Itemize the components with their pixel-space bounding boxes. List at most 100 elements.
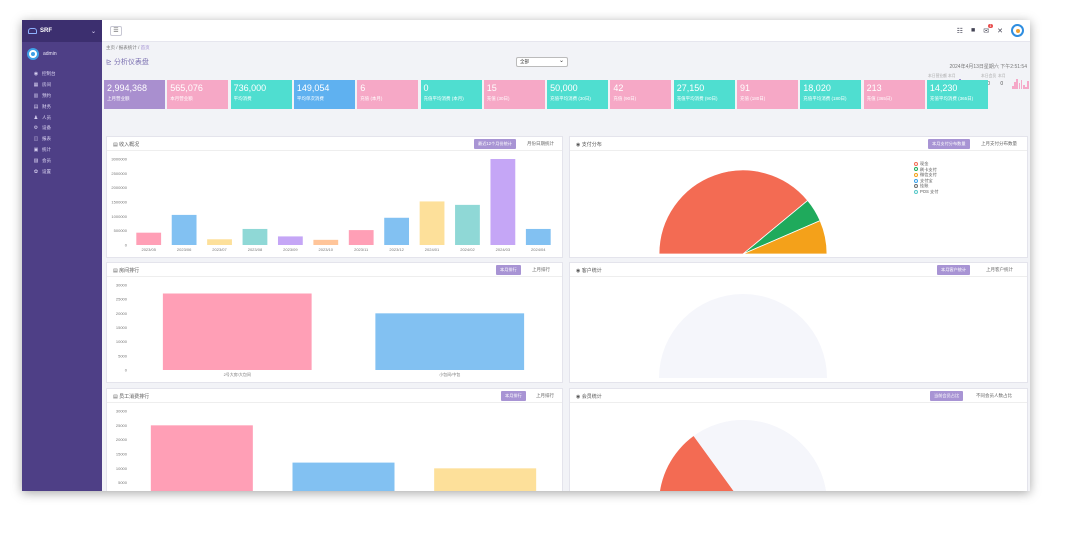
legend-item[interactable]: 挂账 [914,183,938,189]
legend-item[interactable]: 支付宝 [914,178,938,184]
menu-icon: ⚙ [33,125,39,132]
stat-card[interactable]: 91 充值 (180日) [737,80,798,109]
x-tick-label: 2号大房/大包间 [224,371,251,377]
filter-select[interactable]: 全部 [516,57,568,67]
stat-card-value: 213 [866,83,882,93]
video-icon[interactable]: ■ [971,27,976,34]
breadcrumb-mid[interactable]: 报表统计 [118,45,137,50]
stat-card[interactable]: 565,076 本月营业额 [167,80,229,109]
sidebar-item-label: 房间 [42,82,51,88]
sidebar-item[interactable]: ▤ 财务 [22,101,102,112]
y-tick-label: 20000 [116,311,128,316]
bar [375,313,525,370]
x-tick-label: 2023/07 [212,247,227,252]
stat-card[interactable]: 736,000 平均消费 [230,80,292,109]
stat-card[interactable]: 18,020 充值平均消费 (180日) [800,80,862,109]
customer-btn-active[interactable]: 本月客户统计 [937,265,971,275]
staff-rank-title: ▤ 员工消费排行 [113,394,150,400]
sparkline-bar [1022,85,1025,89]
list-icon[interactable]: ☷ [956,27,964,35]
stat-card[interactable]: 15 充值 (30日) [483,80,545,109]
stat-card[interactable]: 14,230 充值平均消费 (365日) [926,80,988,109]
sidebar-item[interactable]: ◉ 控制台 [22,69,102,80]
staff-rank-btn-other[interactable]: 上月排行 [536,393,554,398]
stat-card[interactable]: 42 充值 (90日) [610,80,672,109]
sidebar-item[interactable]: ▦ 房间 [22,80,102,91]
mini-stat-label: 本月 [998,74,1006,78]
y-tick-label: 25000 [116,297,128,302]
stat-card-value: 50,000 [550,83,578,93]
room-rank-btn-other[interactable]: 上月排行 [532,267,550,272]
x-tick-label: 2023/10 [319,247,334,252]
menu-toggle-icon[interactable]: ☰ [110,26,122,36]
sidebar-item[interactable]: ▥ 预约 [22,91,102,102]
room-rank-btn-active[interactable]: 本月排行 [496,265,521,275]
stat-card-label: 充值平均消费 (180日) [803,96,847,101]
notification-icon[interactable]: ✉ 1 [983,23,994,35]
sidebar-item[interactable]: ⚙ 设备 [22,123,102,134]
breadcrumb-sep: / [138,45,140,50]
stat-card[interactable]: 27,150 充值平均消费 (90日) [673,80,735,109]
sidebar-item[interactable]: ▣ 统计 [22,145,102,156]
stat-card-value: 736,000 [233,83,267,93]
stat-card[interactable]: 149,054 平均单次消费 [293,80,355,109]
y-tick-label: 10000 [116,339,128,344]
legend-label: POS 支付 [920,188,939,194]
payment-btn-active[interactable]: 本月支付分布数量 [928,139,970,149]
legend-item[interactable]: 微信支付 [914,172,938,178]
y-tick-label: 2000000 [111,185,127,190]
sidebar-item[interactable]: ◫ 报表 [22,134,102,145]
stat-card[interactable]: 213 充值 (365日) [863,80,925,109]
staff-rank-btn-active[interactable]: 本月排行 [501,391,526,401]
pie-slice [660,436,734,491]
stat-card-label: 上月营业额 [107,96,130,101]
legend-swatch [914,161,918,166]
menu-icon: ▥ [33,92,39,99]
legend-item[interactable]: 现金 [914,161,938,167]
sidebar-item[interactable]: ✿ 设置 [22,166,102,177]
legend-label: 刷卡支付 [920,166,937,172]
x-tick-label: 2024/02 [460,247,475,252]
member-panel: ◉ 会员统计 当前会员占比 不同会员人数占比 [569,388,1028,491]
sidebar-item[interactable]: ▨ 会员 [22,155,102,166]
legend-item[interactable]: POS 支付 [914,189,938,195]
member-btn-active[interactable]: 当前会员占比 [930,391,964,401]
payment-chart [658,169,828,255]
stat-card[interactable]: 50,000 充值平均消费 (30日) [547,80,609,109]
sparkline-bar [1018,83,1021,89]
stat-card[interactable]: 0 充值平均消费 (本月) [420,80,482,109]
filter-selected: 全部 [520,59,529,64]
x-tick-label: 小包间/中包 [439,371,460,377]
bar [490,159,516,245]
payment-btn-other[interactable]: 上月支付分布数量 [981,141,1017,146]
user-avatar[interactable] [1011,24,1024,37]
sidebar-item[interactable]: ♟ 人员 [22,112,102,123]
bar [162,293,312,370]
staff-rank-title-text: 员工消费排行 [119,394,150,400]
fullscreen-icon[interactable]: ✕ [997,27,1003,35]
brand-name: SRF [40,28,52,34]
mini-stat-label: 本日会员 [981,74,997,78]
stat-card[interactable]: 6 充值 (本月) [357,80,419,109]
customer-chart [659,294,827,378]
bar [434,468,537,491]
user-profile[interactable]: admin [22,42,102,66]
member-btn-other[interactable]: 不同会员人数占比 [976,393,1012,398]
stat-card-label: 充值 (本月) [360,96,383,101]
income-btn-active[interactable]: 最近12个月份统计 [474,139,516,149]
income-btn-other[interactable]: 月份日期统计 [527,141,554,146]
x-tick-label: 2023/05 [141,247,156,252]
customer-title-text: 客户统计 [581,268,602,274]
legend-item[interactable]: 刷卡支付 [914,167,938,173]
chevron-down-icon[interactable]: ⌄ [90,28,96,35]
customer-btn-other[interactable]: 上月客户统计 [986,267,1013,272]
breadcrumb-home[interactable]: 主页 [106,45,115,50]
stat-card-label: 平均单次消费 [296,96,324,101]
legend-swatch [914,184,918,189]
y-tick-label: 1500000 [111,200,127,205]
brand[interactable]: SRF ⌄ [22,20,102,42]
x-tick-label: 2023/09 [283,247,298,252]
stat-card[interactable]: 2,994,368 上月营业额 [104,80,165,109]
legend-label: 挂账 [920,183,929,189]
